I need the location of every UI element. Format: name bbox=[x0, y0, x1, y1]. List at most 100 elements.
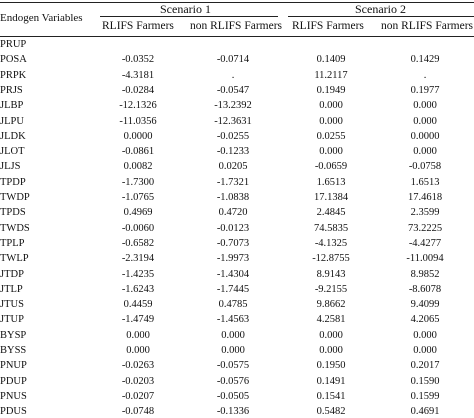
table-cell-s1-rlifs: -11.0356 bbox=[119, 115, 157, 127]
table-cell-s1-non: -0.1336 bbox=[216, 406, 250, 418]
variable-name: TPDP bbox=[0, 176, 26, 188]
table-cell-s1-rlifs: -0.0284 bbox=[121, 84, 155, 96]
variable-name: POSA bbox=[0, 54, 27, 66]
table-cell-s2-non: 0.000 bbox=[413, 115, 437, 127]
table-cell-s1-rlifs: 0.4459 bbox=[123, 299, 153, 311]
table-cell-s1-non: -1.4563 bbox=[216, 314, 250, 326]
table-cell-s2-non: . bbox=[423, 69, 427, 81]
table-cell-s1-rlifs: 0.0000 bbox=[123, 130, 153, 142]
table-cell-s2-non: -0.0758 bbox=[408, 161, 442, 173]
table-cell-s1-non: -1.0838 bbox=[216, 192, 250, 203]
table-cell-s1-rlifs: 0.000 bbox=[126, 329, 150, 341]
table-cell-s2-non: 0.1429 bbox=[410, 54, 440, 66]
top-rule bbox=[0, 2, 474, 3]
variable-name: PRUP bbox=[0, 39, 27, 50]
table-cell-s2-rlifs: 0.000 bbox=[319, 146, 343, 158]
s2-rlifs-header: RLIFS Farmers bbox=[292, 20, 364, 32]
table-cell-s2-non: 0.000 bbox=[413, 345, 437, 356]
scenario1-underline bbox=[100, 16, 278, 17]
s1-rlifs-header: RLIFS Farmers bbox=[102, 20, 174, 32]
table-cell-s2-rlifs: -12.8755 bbox=[312, 253, 350, 265]
table-cell-s1-non: -0.0575 bbox=[216, 360, 250, 372]
variable-name: JLJS bbox=[0, 161, 21, 173]
table-cell-s1-non: -1.7445 bbox=[216, 283, 250, 295]
table-cell-s2-rlifs: 9.8662 bbox=[316, 299, 346, 311]
table-cell-s2-rlifs: 17.1384 bbox=[313, 192, 349, 203]
table-cell-s1-rlifs: -1.0765 bbox=[121, 192, 155, 203]
variable-name: JTUP bbox=[0, 314, 24, 326]
table-cell-s2-rlifs: 2.4845 bbox=[316, 207, 346, 219]
table-cell-s1-rlifs: -1.4235 bbox=[121, 268, 155, 280]
table-cell-s1-non: -1.4304 bbox=[216, 268, 250, 280]
table-cell-s2-rlifs: 0.000 bbox=[319, 329, 343, 341]
table-cell-s1-non: 0.4720 bbox=[218, 207, 248, 219]
variable-name: PNUS bbox=[0, 390, 27, 402]
table-cell-s1-non: . bbox=[231, 69, 235, 81]
table-cell-s2-non: 4.2065 bbox=[410, 314, 440, 326]
table-cell-s2-non: 0.1599 bbox=[410, 390, 440, 402]
table-cell-s2-rlifs: 74.5835 bbox=[313, 222, 349, 234]
variable-name: PNUP bbox=[0, 360, 27, 372]
variable-name: PRPK bbox=[0, 69, 27, 81]
table-cell-s2-non: 8.9852 bbox=[410, 268, 440, 280]
table-cell-s2-non: 0.000 bbox=[413, 329, 437, 341]
table-cell-s2-rlifs: 0.1949 bbox=[316, 84, 346, 96]
table-cell-s2-non: 0.000 bbox=[413, 100, 437, 112]
table-cell-s1-rlifs: -12.1326 bbox=[119, 100, 157, 112]
table-cell-s1-rlifs: -0.0203 bbox=[121, 375, 155, 387]
table-cell-s2-non: 2.3599 bbox=[410, 207, 440, 219]
table-cell-s1-non: 0.000 bbox=[221, 329, 245, 341]
s2-non-rlifs-header: non RLIFS Farmers bbox=[381, 20, 473, 32]
table-cell-s1-rlifs: -0.0207 bbox=[121, 390, 155, 402]
table-cell-s1-rlifs: -0.0748 bbox=[121, 406, 155, 418]
variable-name: TWDP bbox=[0, 192, 30, 203]
table-cell-s1-non: -12.3631 bbox=[214, 115, 252, 127]
variable-name: TPDS bbox=[0, 207, 26, 219]
table-cell-s2-rlifs: 0.000 bbox=[319, 345, 343, 356]
table-cell-s1-non: -0.0505 bbox=[216, 390, 250, 402]
table-cell-s2-rlifs: 11.2117 bbox=[314, 69, 348, 81]
table-cell-s1-rlifs: -2.3194 bbox=[121, 253, 155, 265]
table-cell-s1-non: -1.7321 bbox=[216, 176, 250, 188]
table-cell-s1-rlifs: -0.0352 bbox=[121, 54, 155, 66]
table-cell-s2-rlifs: 4.2581 bbox=[316, 314, 346, 326]
table-cell-s1-non: -0.0255 bbox=[216, 130, 250, 142]
table-cell-s2-non: -4.4277 bbox=[408, 237, 442, 249]
table-cell-s1-non: -0.0123 bbox=[216, 222, 250, 234]
table-cell-s2-rlifs: 0.000 bbox=[319, 115, 343, 127]
variable-name: JLBP bbox=[0, 100, 24, 112]
table-cell-s2-rlifs: 0.1950 bbox=[316, 360, 346, 372]
endogen-variables-header: Endogen Variables bbox=[0, 12, 83, 24]
table-cell-s2-rlifs: 1.6513 bbox=[316, 176, 346, 188]
table-cell-s1-rlifs: -1.6243 bbox=[121, 283, 155, 295]
variable-name: JTLP bbox=[0, 283, 23, 295]
scenario2-header: Scenario 2 bbox=[355, 2, 406, 16]
table-cell-s2-non: 0.4691 bbox=[410, 406, 440, 418]
table-cell-s1-non: -0.1233 bbox=[216, 146, 250, 158]
variable-name: BYSS bbox=[0, 345, 27, 356]
table-cell-s1-rlifs: -0.0263 bbox=[121, 360, 155, 372]
scenario1-header: Scenario 1 bbox=[160, 2, 211, 16]
variable-name: JLDK bbox=[0, 130, 26, 142]
table-cell-s2-non: 0.000 bbox=[413, 146, 437, 158]
table-cell-s1-non: -1.9973 bbox=[216, 253, 250, 265]
table-cell-s2-non: 0.1590 bbox=[410, 375, 440, 387]
table-cell-s2-non: 9.4099 bbox=[410, 299, 440, 311]
table-cell-s1-non: -13.2392 bbox=[214, 100, 252, 112]
table-cell-s2-rlifs: 0.0255 bbox=[316, 130, 346, 142]
table-cell-s1-non: 0.4785 bbox=[218, 299, 248, 311]
variable-name: JTDP bbox=[0, 268, 24, 280]
table-cell-s1-rlifs: 0.0082 bbox=[123, 161, 153, 173]
variable-name: JLOT bbox=[0, 146, 25, 158]
table-cell-s1-non: -0.0576 bbox=[216, 375, 250, 387]
s1-non-rlifs-header: non RLIFS Farmers bbox=[190, 20, 282, 32]
table-cell-s1-non: 0.000 bbox=[221, 345, 245, 356]
table-cell-s2-rlifs: 8.9143 bbox=[316, 268, 346, 280]
table-cell-s1-non: -0.0547 bbox=[216, 84, 250, 96]
variable-name: JTUS bbox=[0, 299, 24, 311]
table-cell-s2-non: 0.2017 bbox=[410, 360, 440, 372]
variable-name: TPLP bbox=[0, 237, 25, 249]
table-cell-s1-rlifs: -1.7300 bbox=[121, 176, 155, 188]
table-cell-s1-rlifs: 0.4969 bbox=[123, 207, 153, 219]
